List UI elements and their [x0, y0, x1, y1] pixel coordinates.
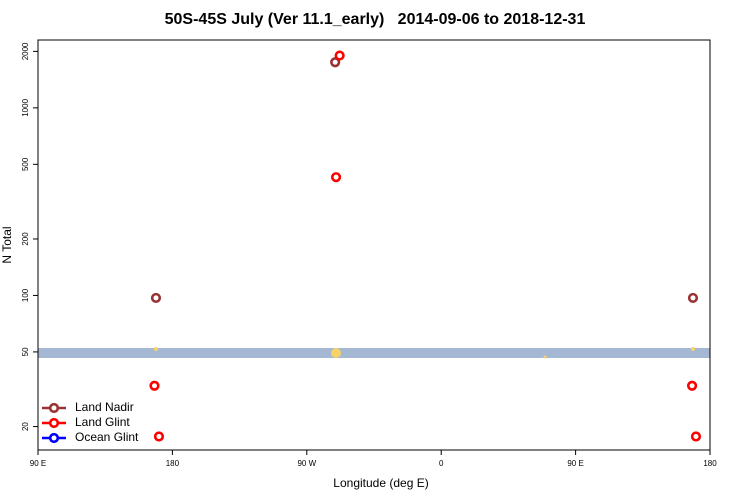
point	[150, 292, 162, 304]
legend-label: Land Nadir	[75, 400, 134, 414]
y-tick-label: 200	[21, 232, 30, 246]
point	[686, 380, 698, 391]
point	[687, 292, 699, 304]
dot	[331, 348, 341, 358]
legend-marker	[48, 402, 60, 414]
point	[690, 431, 702, 442]
legend-label: Land Glint	[75, 415, 130, 429]
dot	[154, 347, 158, 351]
x-tick-label: 90 E	[30, 459, 46, 468]
y-tick-label: 2000	[21, 42, 30, 60]
dot	[691, 347, 695, 351]
point	[153, 431, 165, 442]
dot	[543, 355, 547, 359]
x-tick-label: 90 W	[297, 459, 316, 468]
legend-marker	[48, 417, 60, 429]
point	[149, 380, 160, 391]
y-tick-label: 1000	[21, 98, 30, 116]
y-tick-label: 50	[21, 347, 30, 356]
y-tick-label: 20	[21, 422, 30, 431]
y-tick-label: 500	[21, 157, 30, 171]
chart-title: 50S-45S July (Ver 11.1_early) 2014-09-06…	[165, 11, 586, 28]
x-tick-label: 180	[166, 459, 180, 468]
x-tick-label: 180	[703, 459, 717, 468]
point	[330, 172, 342, 183]
point	[330, 57, 341, 68]
point	[334, 50, 345, 61]
x-tick-label: 0	[439, 459, 444, 468]
x-tick-label: 90 E	[567, 459, 583, 468]
legend-label: Ocean Glint	[75, 430, 139, 444]
y-tick-label: 100	[21, 288, 30, 302]
y-axis-label: N Total	[0, 226, 14, 263]
plot-frame	[37, 39, 711, 451]
x-axis-label: Longitude (deg E)	[333, 476, 428, 490]
band	[38, 348, 710, 358]
legend-marker	[48, 432, 60, 444]
